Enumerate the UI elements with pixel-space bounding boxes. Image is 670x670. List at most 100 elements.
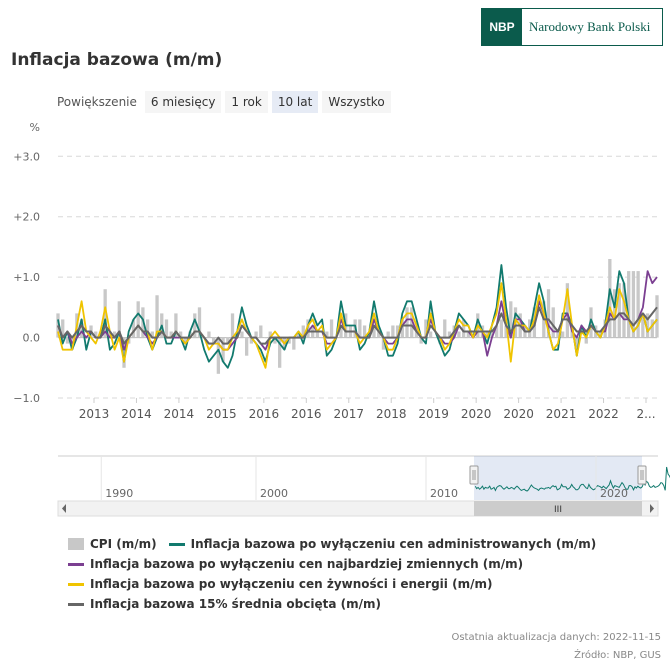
cpi-bar	[197, 307, 202, 338]
navigator-year-label: 1990	[105, 487, 133, 500]
cpi-bar	[499, 319, 504, 338]
cpi-bar	[273, 337, 277, 344]
cpi-bar	[575, 337, 579, 350]
cpi-bar	[655, 295, 659, 338]
zoom-all-button[interactable]: Wszystko	[322, 91, 391, 113]
cpi-bar	[438, 337, 442, 344]
legend-label-cpi: CPI (m/m)	[90, 537, 157, 551]
cpi-bar	[183, 337, 187, 344]
cpi-bar	[103, 289, 107, 338]
x-tick-label: 2021	[546, 407, 577, 421]
cpi-bar	[537, 337, 541, 339]
cpi-bar	[249, 337, 254, 344]
cpi-bar	[556, 331, 560, 338]
scroll-left-arrow-icon	[62, 504, 66, 513]
cpi-bar	[94, 331, 98, 338]
cpi-bar	[617, 283, 621, 338]
cpi-bar	[391, 325, 395, 338]
cpi-bar	[301, 325, 305, 338]
legend-label-excl-food-energy: Inflacja bazowa po wyłączeniu cen żywnoś…	[90, 577, 493, 591]
cpi-bar	[419, 337, 423, 344]
navigator[interactable]: 1990 2000 2010 2020 III	[57, 455, 670, 517]
cpi-bar	[136, 301, 140, 338]
line-excl-food-energy	[57, 282, 658, 369]
nbp-logo[interactable]: NBP Narodowy Bank Polski	[481, 8, 663, 46]
x-tick-label: 2015	[206, 407, 237, 421]
y-tick-label: −1.0	[13, 392, 40, 405]
legend-symbol-excl-food-energy	[68, 582, 84, 586]
legend-item-excl-administered[interactable]: Inflacja bazowa po wyłączeniu cen admini…	[168, 537, 596, 551]
cpi-bar	[622, 283, 626, 338]
cpi-bar	[551, 307, 555, 338]
cpi-bar	[329, 319, 334, 338]
source-note: Źródło: NBP, GUS	[574, 650, 661, 661]
cpi-bar	[122, 337, 126, 368]
cpi-bar	[565, 283, 570, 338]
cpi-bar	[410, 307, 414, 338]
x-tick-label: 2013	[79, 407, 110, 421]
cpi-bar	[268, 331, 272, 338]
legend-item-excl-volatile[interactable]: Inflacja bazowa po wyłączeniu cen najbar…	[68, 557, 523, 571]
zoom-selector: Powiększenie 6 miesięcy 1 rok 10 lat Wsz…	[57, 90, 395, 114]
cpi-bar	[79, 319, 84, 338]
cpi-bar	[400, 319, 404, 338]
cpi-bar	[494, 325, 499, 338]
x-tick-label: 2016	[249, 407, 280, 421]
zoom-1y-button[interactable]: 1 rok	[225, 91, 268, 113]
nbp-logo-name: Narodowy Bank Polski	[529, 19, 651, 34]
cpi-bar	[169, 331, 173, 338]
cpi-bar	[372, 325, 376, 338]
y-tick-label: 0.0	[23, 332, 41, 345]
zoom-10y-button[interactable]: 10 lat	[271, 91, 319, 113]
cpi-bar	[358, 319, 362, 338]
cpi-bar	[178, 331, 183, 338]
x-tick-label: 2016	[291, 407, 322, 421]
cpi-bar	[395, 325, 400, 338]
cpi-bar	[584, 337, 588, 344]
cpi-bar	[278, 337, 282, 368]
cpi-bar	[362, 325, 367, 338]
y-unit-label: %	[30, 121, 40, 134]
legend-symbol-excl-administered	[168, 542, 185, 546]
x-tick-label: 2020	[503, 407, 534, 421]
cpi-bar	[641, 313, 645, 338]
y-tick-label: +2.0	[13, 211, 40, 224]
cpi-bar	[509, 301, 513, 338]
last-update-note: Ostatnia aktualizacja danych: 2022-11-15	[451, 632, 661, 643]
cpi-bar	[650, 319, 654, 338]
cpi-bar	[296, 331, 301, 338]
cpi-bar	[216, 337, 221, 374]
cpi-bar	[207, 331, 211, 338]
legend: CPI (m/m) Inflacja bazowa po wyłączeniu …	[68, 534, 608, 614]
cpi-bar	[131, 319, 136, 338]
cpi-bar	[145, 319, 150, 338]
line-trimmed-mean	[57, 306, 658, 345]
navigator-year-label: 2000	[260, 487, 288, 500]
cpi-bar	[164, 319, 169, 338]
cpi-bar	[56, 313, 60, 338]
scrollbar-grip-label: III	[554, 505, 562, 515]
legend-symbol-trimmed-mean	[68, 602, 84, 606]
cpi-bar	[117, 301, 121, 338]
x-tick-label: 2014	[164, 407, 195, 421]
cpi-bar	[377, 331, 381, 338]
scroll-right-arrow-icon	[650, 504, 654, 513]
cpi-bar	[598, 331, 603, 338]
legend-item-trimmed-mean[interactable]: Inflacja bazowa 15% średnia obcięta (m/m…	[68, 597, 381, 611]
nbp-logo-mark: NBP	[482, 9, 522, 45]
cpi-bar	[193, 313, 197, 338]
x-tick-label: 2019	[418, 407, 449, 421]
cpi-bar	[61, 319, 65, 338]
cpi-bar	[287, 337, 291, 344]
legend-item-cpi[interactable]: CPI (m/m)	[68, 537, 157, 551]
legend-item-excl-food-energy[interactable]: Inflacja bazowa po wyłączeniu cen żywnoś…	[68, 577, 492, 591]
legend-symbol-cpi	[68, 538, 84, 550]
cpi-bar	[405, 307, 409, 338]
navigator-year-label: 2010	[430, 487, 458, 500]
zoom-6m-button[interactable]: 6 miesięcy	[144, 91, 222, 113]
cpi-bar	[631, 271, 636, 338]
y-tick-label: +1.0	[13, 271, 40, 284]
cpi-bar	[263, 337, 268, 339]
cpi-bar	[339, 325, 343, 338]
cpi-bar	[245, 337, 249, 356]
